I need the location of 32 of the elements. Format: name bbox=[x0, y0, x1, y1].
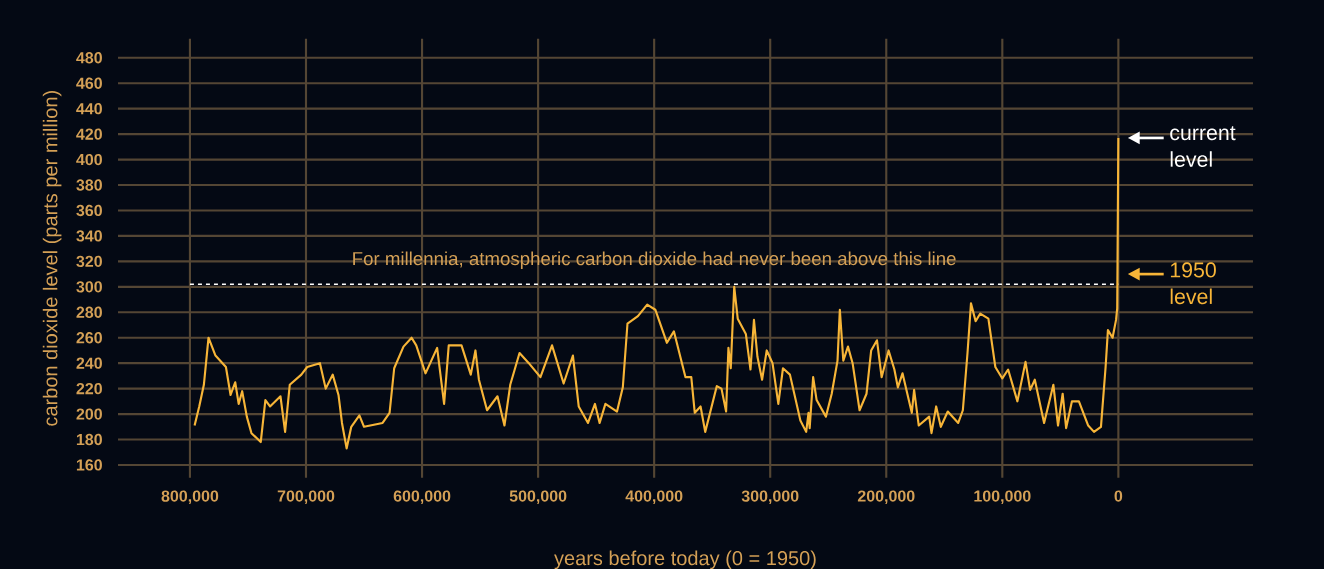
x-tick-label: 200,000 bbox=[857, 490, 915, 505]
y-tick-label: 300 bbox=[76, 281, 102, 293]
y-tick-label: 200 bbox=[76, 408, 102, 420]
line-series bbox=[193, 136, 1120, 450]
x-tick-label: 600,000 bbox=[393, 490, 451, 505]
y-tick-label: 420 bbox=[76, 128, 102, 140]
annotation: 1950 level bbox=[1170, 262, 1216, 305]
x-tick-label: 100,000 bbox=[974, 490, 1031, 505]
y-tick-label: 360 bbox=[76, 204, 102, 217]
y-tick-label: 180 bbox=[76, 433, 102, 446]
y-tick-label: 480 bbox=[76, 52, 102, 64]
x-tick-label: 300,000 bbox=[741, 490, 799, 505]
y-tick-label: 320 bbox=[76, 255, 102, 268]
x-axis-title: years before today (0 = 1950) bbox=[554, 550, 816, 569]
y-tick-label: 220 bbox=[76, 382, 102, 395]
y-tick-label: 260 bbox=[76, 332, 102, 344]
x-tick-label: 500,000 bbox=[509, 490, 567, 505]
ref-line-label: For millennia, atmospheric carbon dioxide had never been above this line bbox=[353, 251, 956, 269]
y-axis-title: carbon dioxide level (parts per million) bbox=[42, 91, 62, 426]
y-tick-label: 280 bbox=[76, 306, 102, 318]
annotation: current level bbox=[1170, 126, 1236, 167]
y-tick-label: 240 bbox=[76, 357, 102, 369]
x-tick-label: 0 bbox=[1114, 490, 1123, 502]
x-tick-label: 800,000 bbox=[161, 490, 219, 505]
y-tick-label: 340 bbox=[76, 230, 102, 242]
x-tick-label: 700,000 bbox=[277, 490, 335, 505]
y-tick-label: 160 bbox=[76, 459, 102, 471]
x-tick-label: 400,000 bbox=[625, 490, 683, 505]
y-tick-label: 380 bbox=[76, 179, 102, 191]
y-tick-label: 460 bbox=[76, 77, 102, 89]
y-tick-label: 400 bbox=[76, 153, 102, 166]
y-tick-label: 440 bbox=[76, 103, 102, 115]
